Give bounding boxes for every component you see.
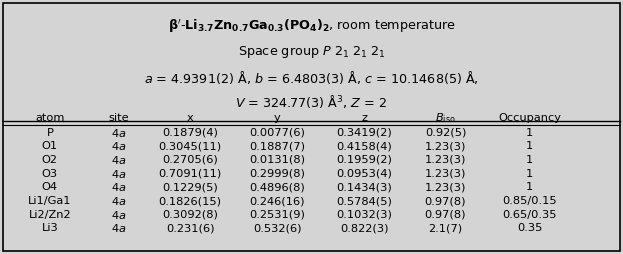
Text: 2.1(7): 2.1(7) bbox=[429, 223, 462, 233]
Text: $4a$: $4a$ bbox=[111, 195, 126, 207]
Text: $4a$: $4a$ bbox=[111, 209, 126, 221]
Text: atom: atom bbox=[35, 113, 65, 123]
Text: $B_{\rm iso}$: $B_{\rm iso}$ bbox=[435, 111, 456, 125]
Text: 0.1879(4): 0.1879(4) bbox=[162, 128, 218, 138]
Text: x: x bbox=[187, 113, 193, 123]
Text: 0.97(8): 0.97(8) bbox=[425, 196, 466, 206]
Text: 0.0953(4): 0.0953(4) bbox=[336, 169, 392, 179]
Text: $4a$: $4a$ bbox=[111, 181, 126, 193]
Text: Li1/Ga1: Li1/Ga1 bbox=[28, 196, 72, 206]
Text: $\mathbf{\beta'\text{-}Li_{3.7}Zn_{0.7}Ga_{0.3}(PO_4)_2}$, room temperature: $\mathbf{\beta'\text{-}Li_{3.7}Zn_{0.7}G… bbox=[168, 18, 455, 35]
Text: 0.2999(8): 0.2999(8) bbox=[249, 169, 305, 179]
Text: $4a$: $4a$ bbox=[111, 126, 126, 139]
Text: 0.4158(4): 0.4158(4) bbox=[336, 141, 392, 151]
Text: Space group $P$ $2_1$ $2_1$ $2_1$: Space group $P$ $2_1$ $2_1$ $2_1$ bbox=[237, 44, 386, 60]
Text: 0.2531(9): 0.2531(9) bbox=[249, 210, 305, 220]
Text: $V$ = 324.77(3) Å$^3$, $Z$ = 2: $V$ = 324.77(3) Å$^3$, $Z$ = 2 bbox=[235, 93, 388, 110]
Text: 0.1959(2): 0.1959(2) bbox=[336, 155, 392, 165]
Text: 1.23(3): 1.23(3) bbox=[425, 155, 466, 165]
Text: z: z bbox=[361, 113, 368, 123]
Text: 0.92(5): 0.92(5) bbox=[425, 128, 466, 138]
Text: 1: 1 bbox=[526, 182, 533, 192]
Text: 0.97(8): 0.97(8) bbox=[425, 210, 466, 220]
Text: 0.532(6): 0.532(6) bbox=[253, 223, 302, 233]
Text: 1: 1 bbox=[526, 169, 533, 179]
Text: 0.231(6): 0.231(6) bbox=[166, 223, 214, 233]
Text: 0.5784(5): 0.5784(5) bbox=[336, 196, 392, 206]
Text: 0.7091(11): 0.7091(11) bbox=[158, 169, 222, 179]
Text: 1: 1 bbox=[526, 128, 533, 138]
Text: 1: 1 bbox=[526, 155, 533, 165]
Text: Li3: Li3 bbox=[42, 223, 58, 233]
Text: 0.3092(8): 0.3092(8) bbox=[162, 210, 218, 220]
Text: 0.2705(6): 0.2705(6) bbox=[162, 155, 218, 165]
Text: 0.85/0.15: 0.85/0.15 bbox=[502, 196, 557, 206]
Text: 0.65/0.35: 0.65/0.35 bbox=[502, 210, 557, 220]
Text: O4: O4 bbox=[42, 182, 58, 192]
Text: 0.1229(5): 0.1229(5) bbox=[162, 182, 218, 192]
Text: y: y bbox=[274, 113, 280, 123]
Text: O2: O2 bbox=[42, 155, 58, 165]
Text: 0.1032(3): 0.1032(3) bbox=[336, 210, 392, 220]
Text: 0.0077(6): 0.0077(6) bbox=[249, 128, 305, 138]
Text: Occupancy: Occupancy bbox=[498, 113, 561, 123]
Text: 0.3419(2): 0.3419(2) bbox=[336, 128, 392, 138]
Text: $4a$: $4a$ bbox=[111, 154, 126, 166]
Text: $4a$: $4a$ bbox=[111, 140, 126, 152]
Text: Li2/Zn2: Li2/Zn2 bbox=[29, 210, 71, 220]
Text: O1: O1 bbox=[42, 141, 58, 151]
FancyBboxPatch shape bbox=[3, 3, 620, 251]
Text: $4a$: $4a$ bbox=[111, 223, 126, 234]
Text: 0.246(16): 0.246(16) bbox=[249, 196, 305, 206]
Text: P: P bbox=[46, 128, 54, 138]
Text: 1: 1 bbox=[526, 141, 533, 151]
Text: site: site bbox=[108, 113, 129, 123]
Text: O3: O3 bbox=[42, 169, 58, 179]
Text: 0.822(3): 0.822(3) bbox=[340, 223, 389, 233]
Text: 0.4896(8): 0.4896(8) bbox=[249, 182, 305, 192]
Text: 0.3045(11): 0.3045(11) bbox=[158, 141, 222, 151]
Text: $a$ = 4.9391(2) Å, $b$ = 6.4803(3) Å, $c$ = 10.1468(5) Å,: $a$ = 4.9391(2) Å, $b$ = 6.4803(3) Å, $c… bbox=[144, 69, 479, 86]
Text: 0.1887(7): 0.1887(7) bbox=[249, 141, 305, 151]
Text: 1.23(3): 1.23(3) bbox=[425, 182, 466, 192]
Text: $4a$: $4a$ bbox=[111, 168, 126, 180]
Text: 0.0131(8): 0.0131(8) bbox=[249, 155, 305, 165]
Text: 0.35: 0.35 bbox=[517, 223, 542, 233]
Text: 1.23(3): 1.23(3) bbox=[425, 141, 466, 151]
Text: 0.1826(15): 0.1826(15) bbox=[158, 196, 222, 206]
Text: 0.1434(3): 0.1434(3) bbox=[336, 182, 392, 192]
Text: 1.23(3): 1.23(3) bbox=[425, 169, 466, 179]
